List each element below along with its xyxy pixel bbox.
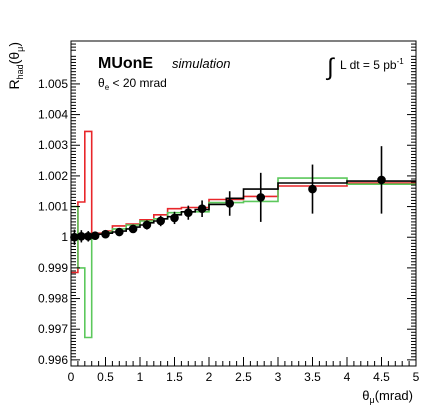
data-point (308, 184, 317, 194)
y-tick-label: 1.002 (38, 169, 68, 183)
cut-rest: < 20 mrad (109, 76, 167, 90)
data-point (77, 232, 86, 241)
y-tick-label: 1.001 (38, 200, 68, 214)
data-point (377, 175, 386, 185)
y-axis-mu: μ (15, 47, 25, 52)
x-tick-label: 1 (137, 370, 144, 384)
y-tick-label: 1.005 (38, 77, 68, 91)
cut-theta: θ (98, 76, 105, 90)
lumi-integral-sign: ∫ (325, 54, 335, 81)
x-axis-theta-sub: μ (370, 395, 375, 405)
data-point (128, 224, 138, 234)
x-tick-label: 4.5 (373, 370, 390, 384)
axes-layer: 0 0.5 1 1.5 2 2.5 3 3.5 4 4.5 5 0.996 0.997 0.998 0.99… (38, 40, 420, 384)
plot-frame (70, 40, 417, 367)
lumi-label: L dt = 5 pb-1 (340, 57, 404, 72)
y-axis-title: Rhad(θμ) (6, 42, 25, 89)
y-tick-label: 1 (61, 230, 68, 244)
x-axis-title: θμ(mrad) (362, 388, 413, 405)
lumi-sup: -1 (397, 57, 405, 66)
data-point (142, 220, 152, 230)
lumi-text: L dt = 5 pb (340, 58, 397, 72)
data-points-layer (70, 146, 386, 245)
cut-label: θe < 20 mrad (98, 76, 167, 92)
y-axis-theta: (θ (6, 52, 22, 65)
y-tick-label: 0.997 (38, 322, 68, 336)
data-point (225, 199, 234, 208)
y-tick-label: 1.003 (38, 138, 68, 152)
x-tick-label: 3.5 (304, 370, 321, 384)
x-tick-label: 0.5 (97, 370, 114, 384)
cut-theta-sub: e (105, 83, 110, 92)
data-point (256, 193, 266, 202)
data-point (101, 229, 110, 239)
x-tick-label: 4 (344, 370, 351, 384)
y-axis-close: ) (6, 42, 22, 47)
x-tick-label: 2 (206, 370, 213, 384)
experiment-label: MUonE (98, 55, 153, 72)
data-point (156, 216, 165, 226)
simulation-label: simulation (172, 56, 231, 71)
x-tick-label: 0 (68, 370, 75, 384)
data-point (170, 213, 179, 223)
data-point (83, 232, 93, 241)
y-tick-label: 1.004 (38, 108, 68, 122)
data-point (115, 227, 124, 237)
data-point (197, 204, 207, 214)
x-tick-label: 5 (413, 370, 420, 384)
x-tick-label: 1.5 (166, 370, 183, 384)
y-tick-label: 0.998 (38, 292, 68, 306)
x-tick-label: 3 (275, 370, 282, 384)
data-point (184, 208, 193, 217)
x-axis-theta: θ (362, 388, 369, 403)
data-point (90, 231, 100, 240)
x-tick-label: 2.5 (235, 370, 252, 384)
y-axis-had: had (15, 64, 25, 79)
y-tick-label: 0.999 (38, 261, 68, 275)
y-tick-label: 0.996 (38, 353, 68, 367)
x-axis-unit: (mrad) (375, 388, 413, 403)
y-axis-r: R (6, 79, 22, 89)
histogram-series-2 (71, 177, 416, 339)
